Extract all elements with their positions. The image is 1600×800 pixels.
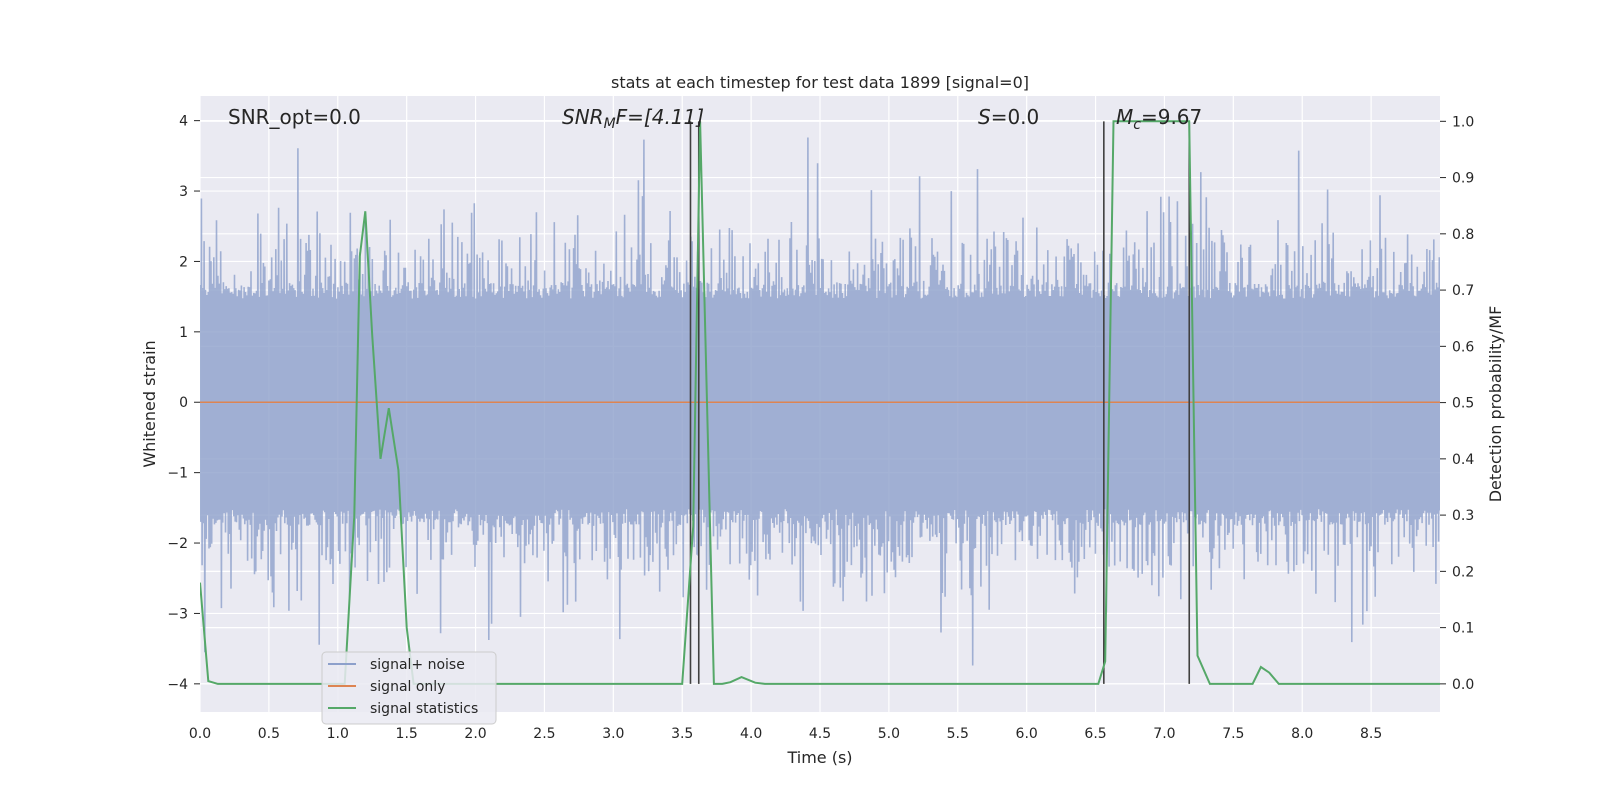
y-tick-label: 3 [179,184,188,200]
annotation-s: S=0.0 [978,105,1039,129]
x-tick-label: 6.0 [1016,726,1038,742]
x-tick-label: 6.5 [1084,726,1106,742]
x-tick-label: 8.0 [1291,726,1313,742]
x-tick-label: 0.0 [189,726,211,742]
legend-label-signal-statistics: signal statistics [370,701,478,717]
y2-tick-label: 0.7 [1452,283,1474,299]
annotation-mc-sub: c [1133,117,1141,133]
y2-axis-label: Detection probability/MF [1486,306,1505,503]
y-axis-ticks: 4 3 2 1 0 −1 −2 −3 −4 [167,114,200,693]
x-tick-label: 3.5 [671,726,693,742]
annotation-snr-mf-sub: M [604,116,616,132]
x-axis-ticks: 0.0 0.5 1.0 1.5 2.0 2.5 3.0 3.5 4.0 4.5 5.0 5.5 6.0 6… [189,726,1382,742]
annotation-mc-base: M [1116,105,1133,129]
y2-tick-label: 0.8 [1452,227,1474,243]
y-tick-label: −4 [167,677,188,693]
y2-tick-label: 1.0 [1452,114,1474,130]
y2-axis-ticks: 1.0 0.9 0.8 0.7 0.6 0.5 0.4 0.3 0.2 0.1 0.0 [1440,114,1474,693]
annotation-s-base: S [978,105,991,129]
y-tick-label: −3 [167,606,188,622]
series-signal-noise [200,137,1440,666]
annotation-mc: Mc=9.67 [1116,105,1202,133]
x-tick-label: 7.0 [1153,726,1175,742]
annotation-snr-mf-base: SNR [562,105,604,129]
x-tick-label: 4.0 [740,726,762,742]
chart-title: stats at each timestep for test data 189… [611,73,1029,92]
legend-box [321,651,497,725]
noise-trace [200,137,1440,666]
annotation-snr-mf: SNRMF=[4.11] [562,105,704,132]
y-tick-label: 1 [179,325,188,341]
y2-tick-label: 0.0 [1452,677,1474,693]
y2-tick-label: 0.1 [1452,621,1474,637]
x-tick-label: 0.5 [258,726,280,742]
y2-tick-label: 0.4 [1452,452,1474,468]
y2-tick-label: 0.5 [1452,396,1474,412]
x-tick-label: 2.5 [533,726,555,742]
annotation-snr-opt: SNR_opt=0.0 [228,105,361,129]
annotation-mc-value: =9.67 [1141,105,1202,129]
y-tick-label: −2 [167,536,188,552]
annotation-snr-mf-f: F=[4.11] [616,105,704,129]
y-tick-label: 2 [179,254,188,270]
annotation-s-value: =0.0 [991,105,1040,129]
x-axis-label: Time (s) [786,748,852,767]
x-tick-label: 4.5 [809,726,831,742]
x-tick-label: 3.0 [602,726,624,742]
series-signal-statistics [200,120,1440,685]
y-tick-label: −1 [167,466,188,482]
y-tick-label: 0 [179,395,188,411]
x-tick-label: 8.5 [1360,726,1382,742]
x-tick-label: 2.0 [464,726,486,742]
y2-tick-label: 0.9 [1452,171,1474,187]
legend-label-signal-only: signal only [370,679,445,695]
y2-tick-label: 0.2 [1452,564,1474,580]
legend: signal+ noise signal only signal statist… [321,651,497,725]
y-axis-label: Whitened strain [140,340,159,467]
x-tick-label: 1.0 [327,726,349,742]
legend-label-signal-noise: signal+ noise [370,657,465,673]
y-tick-label: 4 [179,114,188,130]
x-tick-label: 1.5 [396,726,418,742]
x-tick-label: 5.5 [947,726,969,742]
x-tick-label: 5.0 [878,726,900,742]
y2-tick-label: 0.6 [1452,339,1474,355]
y2-tick-label: 0.3 [1452,508,1474,524]
x-tick-label: 7.5 [1222,726,1244,742]
